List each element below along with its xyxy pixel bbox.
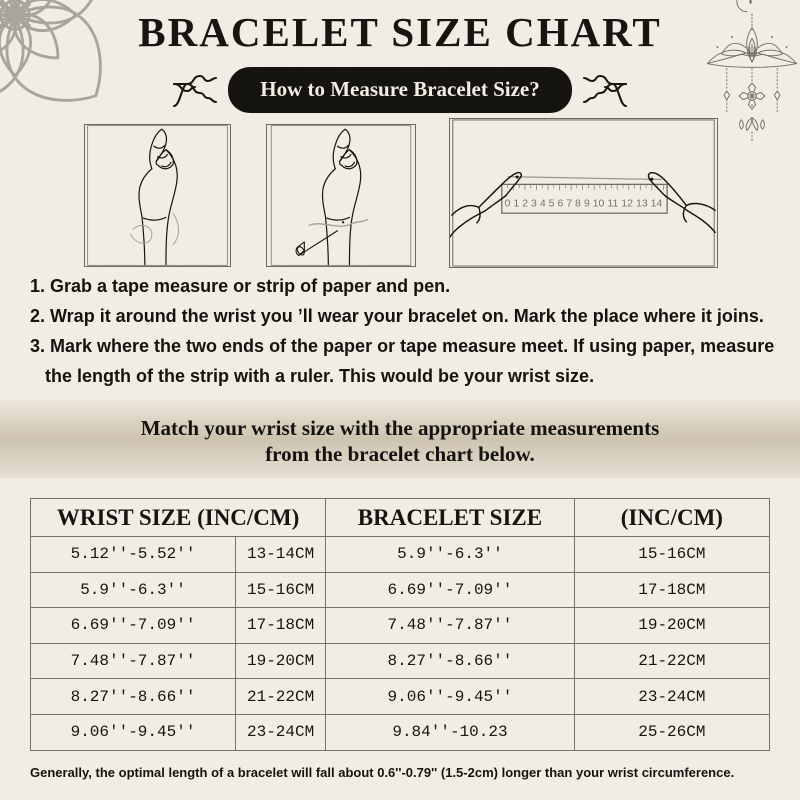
svg-text:0 1 2 3 4 5 6 7 8 9 10 11 12 1: 0 1 2 3 4 5 6 7 8 9 10 11 12 13 14 — [505, 197, 663, 209]
